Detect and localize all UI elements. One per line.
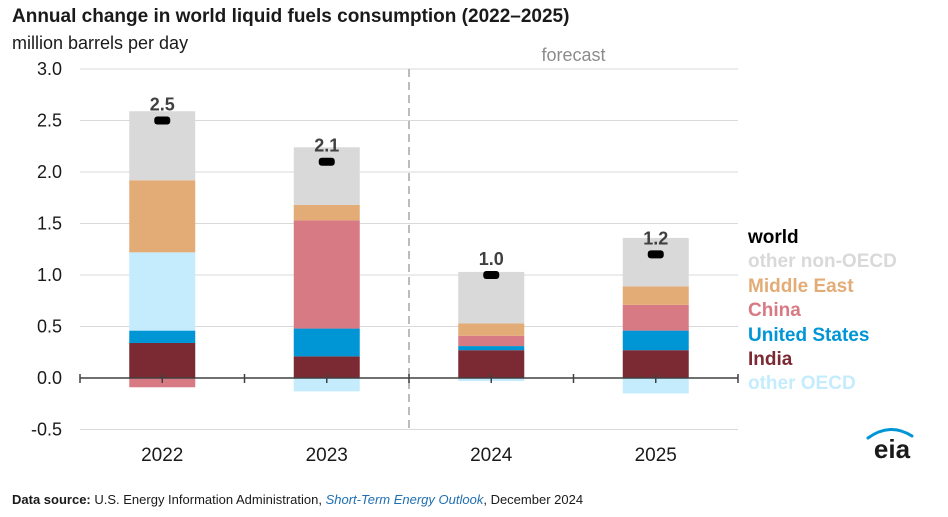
bar-segment [458, 335, 525, 347]
bar-segment [129, 180, 196, 253]
legend-item: India [748, 349, 793, 371]
y-tick-label: -0.5 [31, 420, 62, 440]
world-data-label: 2.1 [314, 136, 339, 156]
bar-segment [293, 147, 360, 205]
logo-text: eia [874, 434, 911, 464]
world-data-label: 1.2 [643, 228, 668, 248]
world-marker [154, 116, 171, 125]
bar-segment [458, 346, 525, 351]
bar-segment [129, 330, 196, 343]
bar-segment [622, 304, 689, 331]
forecast-label: forecast [541, 45, 605, 65]
y-tick-label: 1.5 [37, 214, 62, 234]
legend-item: world [748, 227, 799, 248]
legend-item: United States [748, 324, 870, 346]
source-date: , December 2024 [483, 492, 584, 507]
logo-arc [866, 428, 914, 440]
y-tick-label: 2.5 [37, 111, 62, 131]
source-label: Data source: [12, 492, 91, 507]
bar-segment [622, 237, 689, 287]
world-data-label: 1.0 [479, 249, 504, 269]
chart-subtitle: million barrels per day [12, 33, 189, 53]
legend-item: other OECD [748, 373, 856, 395]
bar-segment [622, 378, 689, 394]
world-data-label: 2.5 [150, 95, 175, 115]
world-marker [647, 250, 664, 259]
x-tick-label: 2022 [141, 445, 183, 466]
chart-legend: world other non-OECD Middle East China Unite… [748, 226, 897, 397]
legend-item: Middle East [748, 275, 854, 297]
bar-segment [458, 323, 525, 336]
bar-segment [293, 328, 360, 357]
bar-segment [293, 204, 360, 221]
bar-segment [622, 286, 689, 305]
y-tick-label: 0.5 [37, 317, 62, 337]
x-tick-label: 2023 [306, 445, 348, 466]
bar-segment [129, 342, 196, 378]
y-tick-label: 0.0 [37, 368, 62, 388]
x-tick-label: 2025 [635, 445, 677, 466]
data-source-note: Data source: U.S. Energy Information Adm… [12, 492, 583, 507]
world-marker [483, 271, 500, 279]
y-tick-label: 1.0 [37, 265, 62, 285]
chart-title: Annual change in world liquid fuels cons… [12, 6, 570, 27]
y-tick-label: 2.0 [37, 162, 62, 182]
legend-item: other non-OECD [748, 251, 897, 273]
bar-segment [293, 378, 360, 392]
y-tick-label: 3.0 [37, 59, 62, 79]
bar-segment [622, 330, 689, 351]
source-text: U.S. Energy Information Administration, [90, 492, 326, 507]
bar-segment [458, 350, 525, 378]
source-publication: Short-Term Energy Outlook [325, 492, 484, 507]
world-marker [318, 157, 335, 166]
bar-segment [293, 220, 360, 329]
bar-segment [293, 356, 360, 378]
bar-segment [458, 271, 525, 324]
bar-segment [622, 350, 689, 378]
eia-logo: eia [866, 428, 914, 464]
legend-item: China [748, 300, 801, 322]
bar-segment [129, 252, 196, 331]
x-tick-label: 2024 [470, 445, 513, 466]
